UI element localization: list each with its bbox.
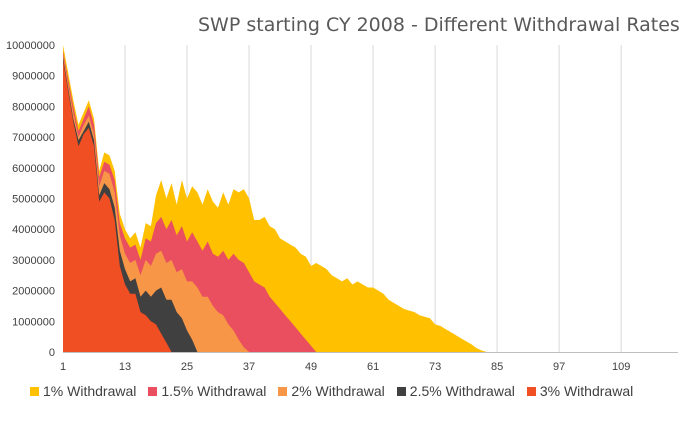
legend-label: 2% Withdrawal	[291, 383, 385, 399]
area-chart: 0 1000000 2000000 3000000 4000000 5000000 6000…	[6, 40, 678, 373]
x-tick-label: 85	[491, 361, 503, 373]
y-tick-label: 9000000	[12, 71, 55, 83]
x-tick-label: 49	[305, 361, 317, 373]
legend-item: 1% Withdrawal	[30, 383, 136, 399]
x-tick-label: 13	[119, 361, 131, 373]
legend-swatch	[30, 386, 39, 396]
legend-item: 2.5% Withdrawal	[396, 383, 515, 399]
y-tick-label: 8000000	[12, 101, 55, 113]
legend-label: 3% Withdrawal	[539, 383, 634, 399]
chart-title: SWP starting CY 2008 - Different Withdra…	[198, 14, 680, 36]
legend-swatch	[396, 386, 406, 396]
series-areas	[63, 45, 487, 353]
y-tick-label: 0	[49, 347, 55, 359]
x-tick-label: 97	[553, 361, 565, 373]
y-tick-label: 1000000	[12, 316, 55, 328]
legend-swatch	[278, 386, 288, 396]
legend-item: 3% Withdrawal	[526, 383, 634, 399]
x-tick-label: 73	[429, 361, 441, 373]
x-tick-label: 25	[181, 361, 193, 373]
legend-label: 1% Withdrawal	[43, 383, 137, 399]
y-tick-label: 10000000	[6, 40, 55, 52]
legend: 1% Withdrawal 1.5% Withdrawal 2% Withdrawa…	[30, 381, 690, 401]
y-tick-label: 2000000	[12, 286, 55, 298]
y-tick-label: 6000000	[12, 163, 55, 175]
x-tick-label: 37	[243, 361, 255, 373]
legend-swatch	[148, 386, 158, 396]
y-tick-label: 4000000	[12, 224, 55, 236]
x-tick-label: 1	[60, 361, 66, 373]
series-area-5	[63, 60, 172, 353]
y-tick-label: 3000000	[12, 255, 55, 267]
legend-label: 2.5% Withdrawal	[409, 383, 515, 399]
legend-item: 2% Withdrawal	[278, 383, 385, 399]
legend-label: 1.5% Withdrawal	[161, 383, 267, 399]
x-tick-label: 109	[612, 361, 630, 373]
axes: 0 1000000 2000000 3000000 4000000 5000000 6000…	[6, 40, 678, 373]
y-tick-label: 7000000	[12, 132, 55, 144]
y-tick-label: 5000000	[12, 194, 55, 206]
legend-item: 1.5% Withdrawal	[148, 383, 266, 399]
x-tick-label: 61	[367, 361, 379, 373]
legend-swatch	[526, 386, 536, 396]
